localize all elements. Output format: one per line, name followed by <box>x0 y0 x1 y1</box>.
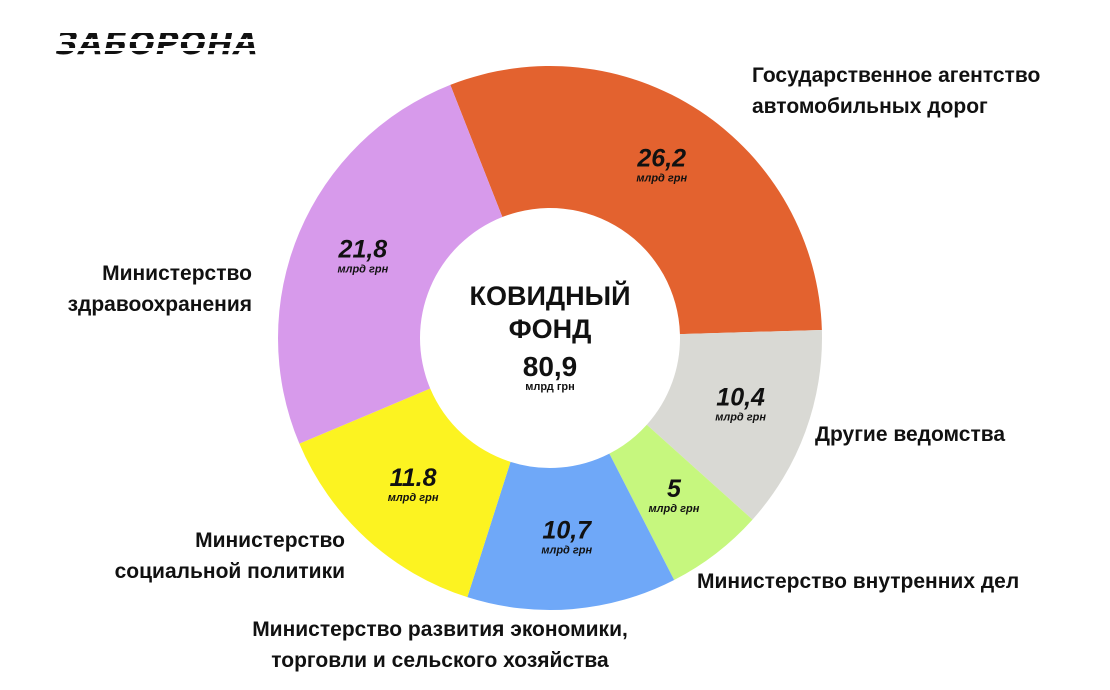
label-economy-line-2: торговли и сельского хозяйства <box>271 649 609 672</box>
center-total-unit: млрд грн <box>525 381 575 393</box>
center-title-line-1: КОВИДНЫЙ <box>470 280 631 311</box>
slice-unit-economy: млрд грн <box>541 544 592 556</box>
label-other: Другие ведомства <box>815 419 1005 450</box>
logo-stripes <box>52 22 277 66</box>
slice-internal <box>609 424 753 581</box>
label-agency-line-2: автомобильных дорог <box>752 95 988 118</box>
center-title-line-2: ФОНД <box>509 314 592 344</box>
slice-value-agency: 26,2 <box>636 145 686 173</box>
slice-unit-other: млрд грн <box>715 412 766 424</box>
label-economy: Министерство развития экономики, торговл… <box>220 614 660 676</box>
label-health-line-1: Министерство <box>102 262 252 285</box>
slice-unit-social: млрд грн <box>388 492 439 504</box>
label-internal: Министерство внутренних дел <box>697 566 1019 597</box>
slice-value-health: 21,8 <box>338 235 388 263</box>
label-health: Министерство здравоохранения <box>68 258 252 320</box>
label-health-line-2: здравоохранения <box>67 293 252 316</box>
slice-health <box>278 84 503 444</box>
center-label: КОВИДНЫЙ ФОНД 80,9 млрд грн <box>470 280 631 393</box>
slice-unit-agency: млрд грн <box>636 173 687 185</box>
label-social-line-2: социальной политики <box>114 560 345 583</box>
slice-value-internal: 5 <box>667 475 682 503</box>
label-social-line-1: Министерство <box>195 529 345 552</box>
label-agency: Государственное агентство автомобильных … <box>752 60 1040 122</box>
label-economy-line-1: Министерство развития экономики, <box>252 618 628 641</box>
label-social: Министерство социальной политики <box>115 525 345 587</box>
slice-value-social: 11.8 <box>390 464 437 492</box>
slice-economy <box>467 453 675 610</box>
slice-unit-internal: млрд грн <box>649 503 700 515</box>
slice-value-economy: 10,7 <box>542 516 592 544</box>
slice-other <box>646 329 822 520</box>
slice-agency <box>450 65 822 335</box>
label-internal-line-1: Министерство внутренних дел <box>697 570 1020 593</box>
logo: ЗАБОРОНА <box>52 22 277 66</box>
center-total-value: 80,9 <box>523 351 578 382</box>
slice-social <box>299 388 511 598</box>
slices <box>278 65 822 610</box>
slice-unit-health: млрд грн <box>337 263 388 275</box>
label-agency-line-1: Государственное агентство <box>752 64 1041 87</box>
slice-value-other: 10,4 <box>716 384 765 412</box>
label-other-line-1: Другие ведомства <box>815 423 1006 446</box>
